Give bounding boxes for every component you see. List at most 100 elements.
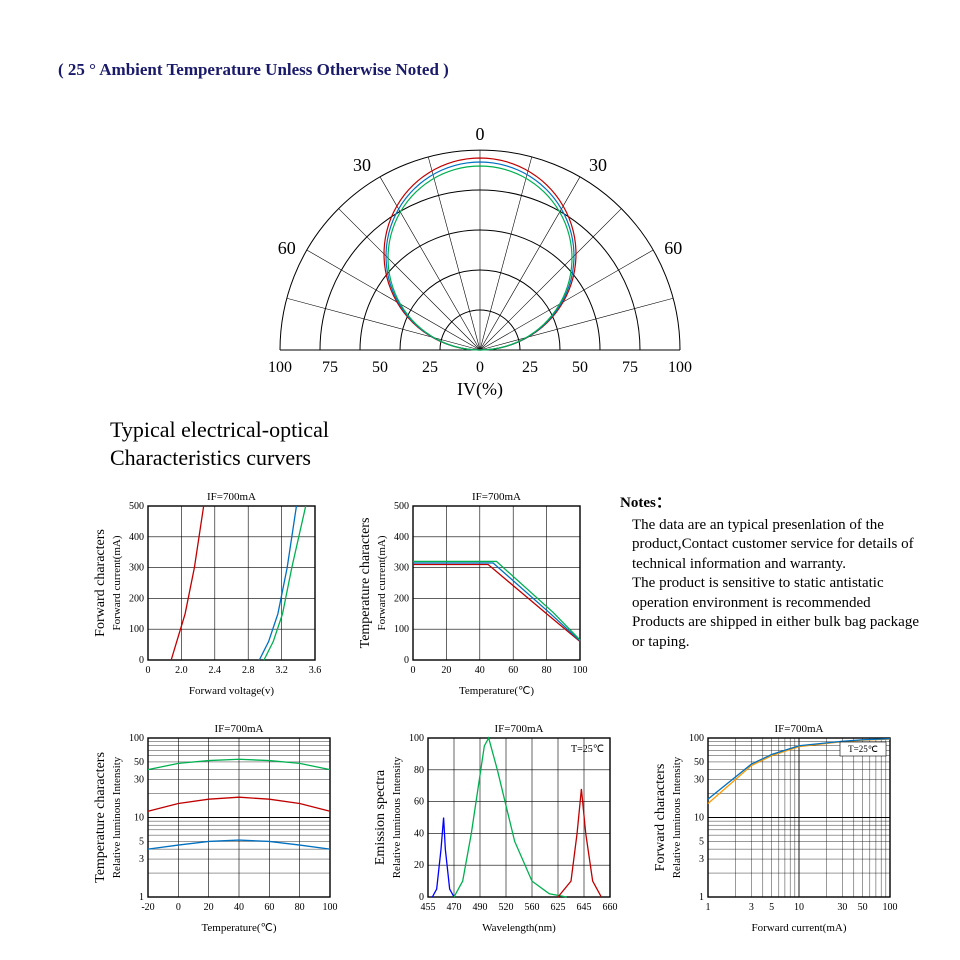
svg-text:80: 80: [414, 765, 424, 776]
svg-text:0: 0: [139, 655, 144, 666]
svg-text:T=25℃: T=25℃: [848, 744, 878, 754]
svg-text:IF=700mA: IF=700mA: [215, 723, 264, 735]
svg-text:Temperature characters: Temperature characters: [93, 752, 108, 883]
svg-text:20: 20: [204, 902, 214, 913]
svg-text:IF=700mA: IF=700mA: [207, 491, 256, 503]
svg-text:60: 60: [264, 902, 274, 913]
svg-text:1: 1: [706, 902, 711, 913]
svg-text:50: 50: [134, 757, 144, 768]
svg-text:Relative luminous Intensity: Relative luminous Intensity: [111, 756, 123, 878]
svg-text:5: 5: [769, 902, 774, 913]
notes-body: The data are an typical presenlation of …: [620, 516, 920, 653]
svg-text:100: 100: [268, 359, 292, 376]
svg-text:3.2: 3.2: [275, 665, 288, 676]
svg-text:50: 50: [372, 359, 388, 376]
svg-text:0: 0: [404, 655, 409, 666]
svg-text:625: 625: [551, 902, 566, 913]
svg-text:Temperature characters: Temperature characters: [358, 518, 373, 649]
svg-text:30: 30: [694, 775, 704, 786]
svg-text:25: 25: [522, 359, 538, 376]
chart-forward-luminous: 135103050100135103050100IF=700mAForward …: [650, 720, 900, 940]
svg-text:Relative luminous Intensity: Relative luminous Intensity: [391, 756, 403, 878]
svg-text:60: 60: [508, 665, 518, 676]
header-note: ( 25 ° Ambient Temperature Unless Otherw…: [58, 60, 449, 80]
svg-text:Forward current(mA): Forward current(mA): [376, 535, 388, 630]
svg-text:1: 1: [139, 892, 144, 903]
svg-text:Forward current(mA): Forward current(mA): [752, 922, 847, 934]
svg-text:300: 300: [394, 563, 409, 574]
svg-text:Temperature(℃): Temperature(℃): [201, 922, 276, 934]
chart-emission-spectra: 455470490520560625645660020406080100IF=7…: [370, 720, 620, 940]
svg-text:Emission spectra: Emission spectra: [373, 769, 388, 865]
svg-text:60: 60: [414, 797, 424, 808]
svg-text:100: 100: [409, 733, 424, 744]
svg-text:560: 560: [525, 902, 540, 913]
svg-text:500: 500: [394, 501, 409, 512]
svg-text:60: 60: [278, 238, 296, 258]
svg-text:2.4: 2.4: [209, 665, 222, 676]
section-title: Typical electrical-optical Characteristi…: [110, 416, 329, 471]
svg-text:-20: -20: [141, 902, 154, 913]
section-title-line2: Characteristics curvers: [110, 445, 311, 470]
svg-text:100: 100: [573, 665, 588, 676]
svg-text:100: 100: [323, 902, 338, 913]
polar-chart: 0303060601007550250255075100IV(%): [210, 120, 750, 425]
svg-text:0: 0: [476, 124, 485, 144]
svg-text:300: 300: [129, 563, 144, 574]
svg-text:Forward voltage(v): Forward voltage(v): [189, 685, 275, 697]
svg-text:T=25℃: T=25℃: [571, 744, 604, 755]
svg-text:3: 3: [699, 854, 704, 865]
svg-text:40: 40: [475, 665, 485, 676]
svg-text:455: 455: [421, 902, 436, 913]
svg-text:100: 100: [129, 733, 144, 744]
svg-text:40: 40: [414, 828, 424, 839]
svg-text:2.0: 2.0: [175, 665, 188, 676]
svg-text:1: 1: [699, 892, 704, 903]
svg-text:10: 10: [794, 902, 804, 913]
svg-text:25: 25: [422, 359, 438, 376]
notes-block: Notes： The data are an typical presenlat…: [620, 494, 920, 652]
svg-text:100: 100: [883, 902, 898, 913]
svg-text:470: 470: [447, 902, 462, 913]
svg-text:Temperature(℃): Temperature(℃): [459, 685, 534, 697]
svg-text:80: 80: [542, 665, 552, 676]
svg-text:400: 400: [394, 532, 409, 543]
svg-text:0: 0: [146, 665, 151, 676]
svg-text:IF=700mA: IF=700mA: [472, 491, 521, 503]
notes-title: Notes：: [620, 494, 920, 514]
svg-text:80: 80: [295, 902, 305, 913]
svg-text:0: 0: [419, 892, 424, 903]
svg-text:100: 100: [668, 359, 692, 376]
svg-text:490: 490: [473, 902, 488, 913]
svg-text:30: 30: [837, 902, 847, 913]
svg-text:Relative luminous Intensity: Relative luminous Intensity: [671, 756, 683, 878]
chart-temp-current: 0204060801000100200300400500IF=700mATemp…: [355, 488, 590, 703]
svg-text:400: 400: [129, 532, 144, 543]
svg-text:3: 3: [139, 854, 144, 865]
svg-text:50: 50: [572, 359, 588, 376]
svg-text:3.6: 3.6: [309, 665, 322, 676]
svg-text:200: 200: [129, 593, 144, 604]
svg-text:20: 20: [414, 860, 424, 871]
svg-text:IF=700mA: IF=700mA: [495, 723, 544, 735]
svg-text:5: 5: [139, 836, 144, 847]
svg-text:660: 660: [603, 902, 618, 913]
svg-text:500: 500: [129, 501, 144, 512]
svg-text:520: 520: [499, 902, 514, 913]
chart-forward-iv: 02.02.42.83.23.60100200300400500IF=700mA…: [90, 488, 325, 703]
svg-text:5: 5: [699, 836, 704, 847]
svg-text:100: 100: [394, 624, 409, 635]
svg-text:40: 40: [234, 902, 244, 913]
svg-text:30: 30: [353, 155, 371, 175]
svg-text:Forward characters: Forward characters: [653, 764, 668, 872]
svg-text:0: 0: [476, 359, 484, 376]
svg-text:50: 50: [858, 902, 868, 913]
svg-text:75: 75: [622, 359, 638, 376]
svg-text:IF=700mA: IF=700mA: [775, 723, 824, 735]
svg-text:50: 50: [694, 757, 704, 768]
svg-text:3: 3: [749, 902, 754, 913]
svg-text:100: 100: [689, 733, 704, 744]
svg-text:IV(%): IV(%): [457, 379, 503, 400]
svg-text:75: 75: [322, 359, 338, 376]
svg-text:0: 0: [176, 902, 181, 913]
